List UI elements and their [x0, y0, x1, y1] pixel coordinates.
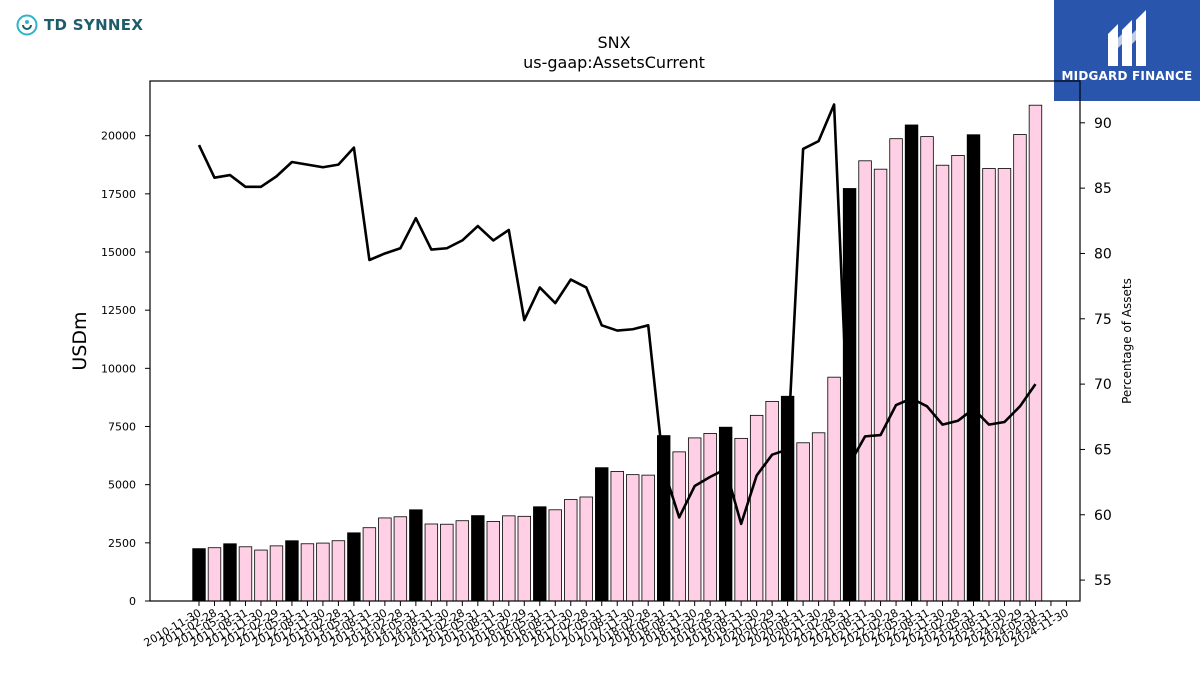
y-axis-right: 55 60 65 70 75 80 85 90	[1080, 116, 1112, 589]
bar-annual	[192, 548, 206, 602]
bar-annual	[285, 540, 299, 602]
bar-annual	[223, 543, 237, 602]
bar-quarterly	[548, 509, 562, 602]
y-tick-label: 10000	[101, 362, 136, 375]
y-tick-label: 5000	[108, 479, 136, 492]
y-tick-label: 0	[129, 595, 136, 608]
bar-series	[192, 104, 1043, 602]
bar-quarterly	[827, 376, 841, 602]
y2-tick-label: 60	[1094, 508, 1112, 524]
bar-quarterly	[641, 474, 655, 602]
bar-quarterly	[982, 168, 996, 602]
bar-quarterly	[486, 521, 501, 602]
bar-quarterly	[997, 168, 1012, 602]
y2-tick-label: 65	[1094, 442, 1112, 458]
bar-quarterly	[331, 540, 346, 602]
chart-title: SNX	[597, 33, 630, 52]
bar-quarterly	[858, 160, 872, 602]
bar-quarterly	[254, 549, 268, 602]
bar-annual	[471, 515, 485, 602]
bar-annual	[595, 467, 609, 602]
bar-annual	[904, 124, 919, 602]
bar-annual	[966, 134, 981, 602]
chart-subtitle: us-gaap:AssetsCurrent	[523, 53, 705, 72]
y-tick-label: 17500	[101, 188, 136, 201]
bar-quarterly	[316, 542, 330, 602]
bar-annual	[533, 506, 547, 602]
y-tick-label: 12500	[101, 304, 136, 317]
bar-quarterly	[378, 517, 392, 602]
bar-quarterly	[269, 545, 284, 602]
bar-quarterly	[935, 164, 950, 602]
y-tick-label: 7500	[108, 421, 136, 434]
td-synnex-logo: TD SYNNEX	[16, 14, 143, 36]
bar-quarterly	[362, 527, 377, 602]
midgard-finance-wordmark: MIDGARD FINANCE	[1061, 69, 1193, 83]
bar-quarterly	[424, 523, 439, 602]
y2-tick-label: 55	[1094, 573, 1112, 589]
y-tick-label: 2500	[108, 537, 136, 550]
bar-quarterly	[300, 543, 315, 602]
bar-annual	[718, 426, 733, 602]
y-axis-label: USDm	[69, 311, 91, 370]
y2-tick-label: 75	[1094, 312, 1112, 328]
bar-quarterly	[811, 432, 826, 602]
bar-quarterly	[564, 499, 578, 602]
bar-quarterly	[610, 471, 624, 602]
percentage-of-assets-line	[197, 103, 1037, 526]
y-axis-left: 0 2500 5000 7500 10000 12500 15000 17500 20000	[101, 130, 150, 608]
bar-annual	[842, 188, 857, 602]
bar-quarterly	[393, 516, 408, 602]
bar-quarterly	[672, 451, 686, 602]
bar-quarterly	[579, 496, 593, 602]
x-axis: 2010-11-302011-02-282011-05-312011-08-31…	[142, 601, 1071, 650]
bar-quarterly	[765, 400, 779, 602]
y2-axis-label: Percentage of Assets	[1120, 278, 1134, 404]
td-synnex-mark-icon	[16, 14, 38, 36]
y2-tick-label: 80	[1094, 246, 1112, 262]
td-synnex-wordmark: TD SYNNEX	[44, 16, 144, 34]
plot-frame	[149, 80, 1081, 602]
bar-annual	[347, 532, 361, 602]
bar-quarterly	[951, 155, 965, 602]
midgard-m-icon	[1108, 10, 1146, 66]
bar-quarterly	[796, 442, 810, 602]
bar-quarterly	[749, 414, 764, 602]
bar-quarterly	[207, 547, 222, 602]
y-tick-label: 15000	[101, 246, 136, 259]
bar-quarterly	[238, 546, 253, 602]
bar-quarterly	[703, 433, 717, 602]
y-tick-label: 20000	[101, 130, 136, 143]
line-series	[197, 103, 1037, 526]
bar-annual	[409, 509, 423, 602]
bar-quarterly	[873, 168, 888, 602]
bar-quarterly	[1013, 134, 1027, 602]
bar-quarterly	[889, 138, 903, 602]
bar-quarterly	[687, 437, 702, 602]
y2-tick-label: 85	[1094, 181, 1112, 197]
bar-quarterly	[517, 515, 531, 602]
y2-tick-label: 90	[1094, 116, 1112, 132]
midgard-finance-logo: MIDGARD FINANCE	[1054, 0, 1200, 101]
bar-quarterly	[440, 523, 454, 602]
y2-tick-label: 70	[1094, 377, 1112, 393]
bar-quarterly	[455, 520, 470, 602]
bar-quarterly	[920, 136, 934, 602]
bar-quarterly	[502, 515, 516, 602]
bar-quarterly	[1028, 104, 1043, 602]
bar-quarterly	[626, 474, 640, 602]
